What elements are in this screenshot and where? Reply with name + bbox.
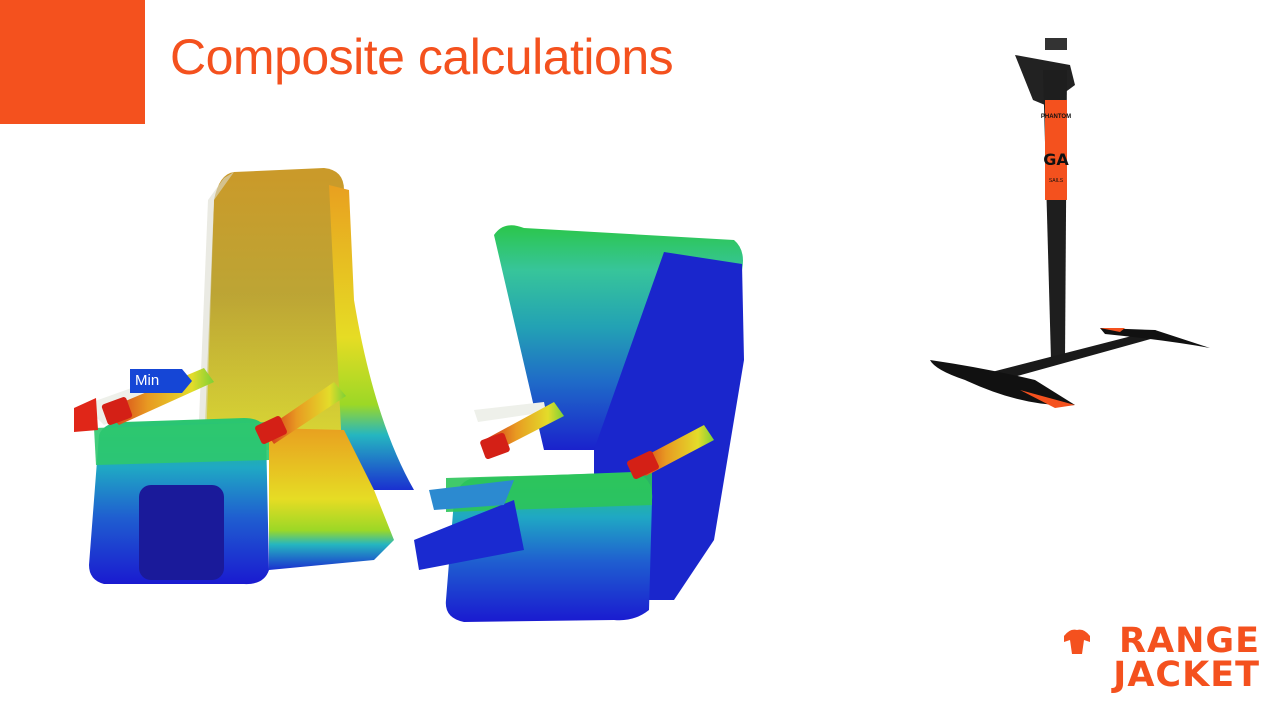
logo-line-2: JACKET <box>1113 655 1260 695</box>
sticker-brand: GA <box>1043 150 1069 169</box>
jacket-icon <box>1064 629 1090 654</box>
hydrofoil-image: PHANTOM GA SAILS <box>930 38 1210 408</box>
sticker-sub: SAILS <box>1049 178 1064 184</box>
slide-title: Composite calculations <box>170 29 674 85</box>
orange-jacket-logo: RANGE JACKET <box>1060 624 1260 694</box>
accent-block <box>0 0 145 124</box>
min-label: Min <box>130 369 192 393</box>
fea-chairs-image <box>74 168 744 622</box>
logo-line-1: RANGE <box>1119 621 1260 661</box>
sticker-text: PHANTOM <box>1041 114 1071 120</box>
